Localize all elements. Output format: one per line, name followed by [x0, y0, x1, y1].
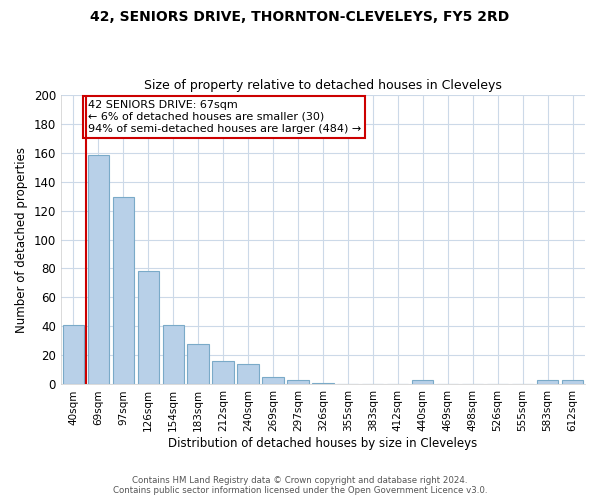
Bar	[187, 344, 209, 385]
Bar	[537, 380, 558, 384]
Title: Size of property relative to detached houses in Cleveleys: Size of property relative to detached ho…	[144, 79, 502, 92]
Bar	[238, 364, 259, 384]
Bar	[312, 383, 334, 384]
Bar	[212, 362, 233, 384]
X-axis label: Distribution of detached houses by size in Cleveleys: Distribution of detached houses by size …	[168, 437, 478, 450]
Bar	[262, 377, 284, 384]
Bar	[562, 380, 583, 384]
Bar	[287, 380, 308, 384]
Bar	[62, 325, 84, 384]
Text: 42, SENIORS DRIVE, THORNTON-CLEVELEYS, FY5 2RD: 42, SENIORS DRIVE, THORNTON-CLEVELEYS, F…	[91, 10, 509, 24]
Bar	[163, 325, 184, 384]
Y-axis label: Number of detached properties: Number of detached properties	[15, 146, 28, 332]
Bar	[88, 156, 109, 384]
Bar	[113, 198, 134, 384]
Bar	[412, 380, 433, 384]
Text: 42 SENIORS DRIVE: 67sqm
← 6% of detached houses are smaller (30)
94% of semi-det: 42 SENIORS DRIVE: 67sqm ← 6% of detached…	[88, 100, 361, 134]
Text: Contains HM Land Registry data © Crown copyright and database right 2024.
Contai: Contains HM Land Registry data © Crown c…	[113, 476, 487, 495]
Bar	[137, 272, 159, 384]
